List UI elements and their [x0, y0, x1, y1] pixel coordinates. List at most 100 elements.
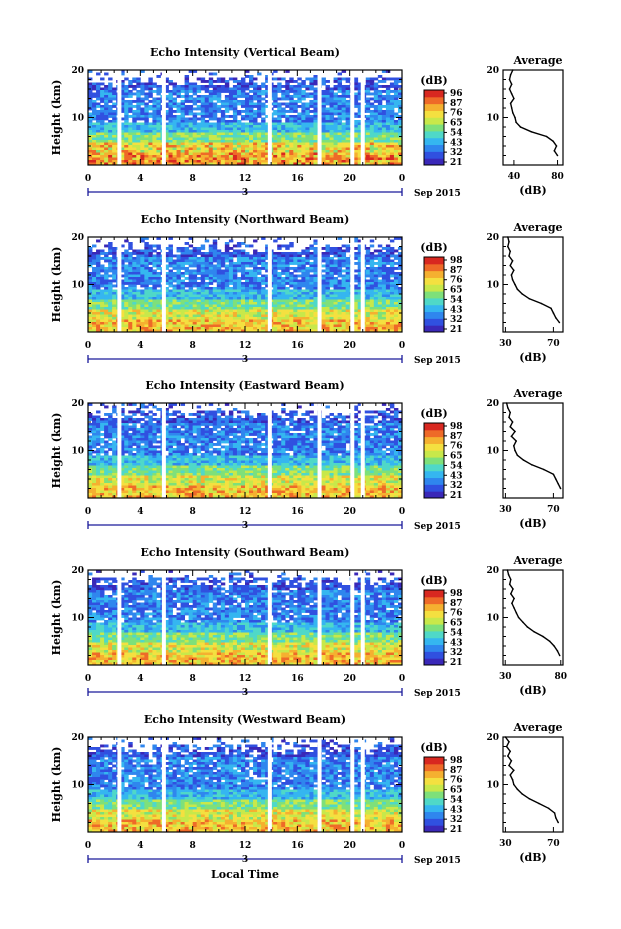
heatmap-cell — [309, 130, 314, 133]
heatmap-cell — [88, 297, 93, 300]
heatmap-cell — [148, 247, 153, 250]
heatmap-cell — [353, 100, 359, 103]
heatmap-cell — [236, 82, 242, 86]
heatmap-cell — [92, 117, 97, 121]
heatmap-cell — [277, 107, 282, 111]
heatmap-cell — [337, 247, 343, 250]
heatmap-cell — [192, 329, 198, 333]
heatmap-cell — [257, 85, 262, 88]
heatmap-cell — [228, 324, 234, 328]
heatmap-cell — [285, 120, 290, 123]
heatmap-cell — [313, 152, 318, 156]
heatmap-cell — [265, 279, 270, 283]
heatmap-cell — [204, 100, 210, 103]
heatmap-cell — [305, 247, 310, 250]
heatmap-cell — [357, 329, 363, 333]
heatmap-cell — [265, 95, 270, 98]
heatmap-cell — [257, 304, 262, 308]
heatmap-cell — [357, 122, 363, 126]
heatmap-cell — [240, 264, 246, 268]
heatmap-cell — [232, 279, 238, 283]
heatmap-cell — [325, 324, 330, 328]
heatmap-cell — [172, 289, 177, 293]
heatmap-cell — [212, 112, 218, 116]
heatmap-cell — [148, 100, 153, 103]
heatmap-cell — [289, 110, 294, 113]
heatmap-cell — [152, 294, 157, 298]
heatmap-cell — [281, 312, 286, 315]
heatmap-cell — [144, 307, 149, 310]
heatmap-cell — [168, 152, 173, 156]
heatmap-cell — [261, 107, 266, 111]
heatmap-cell — [253, 102, 258, 106]
heatmap-cell — [253, 105, 258, 108]
heatmap-cell — [148, 87, 153, 91]
heatmap-cell — [104, 327, 109, 330]
heatmap-cell — [220, 277, 226, 280]
heatmap-cell — [353, 92, 359, 96]
heatmap-cell — [369, 239, 375, 243]
heatmap-cell — [345, 110, 351, 113]
heatmap-cell — [357, 160, 363, 163]
heatmap-cell — [164, 254, 169, 258]
heatmap-cell — [176, 110, 181, 113]
heatmap-cell — [381, 289, 387, 293]
heatmap-cell — [200, 317, 206, 320]
heatmap-cell — [329, 87, 334, 91]
heatmap-cell — [96, 115, 101, 118]
heatmap-cell — [313, 112, 318, 116]
heatmap-cell — [204, 107, 210, 111]
heatmap-cell — [168, 157, 173, 161]
heatmap-cell — [261, 147, 266, 151]
heatmap-cell — [144, 324, 149, 328]
heatmap-cell — [224, 294, 230, 298]
heatmap-cell — [341, 317, 347, 320]
heatmap-cell — [393, 77, 399, 81]
heatmap-cell — [333, 264, 338, 268]
heatmap-cell — [277, 85, 282, 88]
heatmap-cell — [96, 132, 101, 136]
heatmap-cell — [224, 122, 230, 126]
heatmap-cell — [337, 142, 343, 146]
heatmap-cell — [208, 115, 214, 118]
heatmap-cell — [196, 319, 202, 323]
heatmap-cell — [224, 279, 230, 283]
heatmap-cell — [285, 277, 290, 280]
heatmap-cell — [245, 142, 250, 146]
heatmap-cell — [240, 127, 246, 131]
y-axis-label: Height (km) — [50, 80, 63, 156]
heatmap-cell — [325, 254, 330, 258]
heatmap-cell — [249, 140, 254, 143]
heatmap-cell — [228, 329, 234, 333]
heatmap-cell — [224, 292, 230, 295]
heatmap-cell — [285, 130, 290, 133]
heatmap-cell — [176, 289, 181, 293]
heatmap-cell — [172, 92, 177, 96]
heatmap-cell — [285, 125, 290, 128]
heatmap-cell — [365, 294, 371, 298]
heatmap-cell — [281, 92, 286, 96]
heatmap-cell — [196, 100, 202, 103]
heatmap-cell — [156, 252, 161, 255]
heatmap-cell — [281, 292, 286, 295]
heatmap-cell — [285, 262, 290, 265]
heatmap-cell — [236, 269, 242, 273]
heatmap-cell — [108, 287, 113, 290]
heatmap-cell — [381, 130, 387, 133]
heatmap-cell — [144, 242, 149, 245]
heatmap-cell — [377, 125, 383, 128]
heatmap-cell — [124, 140, 129, 143]
heatmap-cell — [277, 82, 282, 86]
heatmap-cell — [293, 155, 298, 158]
heatmap-cell — [345, 85, 351, 88]
heatmap-cell — [337, 327, 343, 330]
heatmap-cell — [232, 157, 238, 161]
heatmap-cell — [381, 274, 387, 278]
heatmap-cell — [180, 259, 186, 263]
heatmap-cell — [365, 147, 371, 151]
heatmap-cell — [152, 137, 157, 141]
heatmap-cell — [377, 147, 383, 151]
heatmap-cell — [156, 127, 161, 131]
heatmap-cell — [176, 272, 181, 275]
heatmap-cell — [309, 324, 314, 328]
